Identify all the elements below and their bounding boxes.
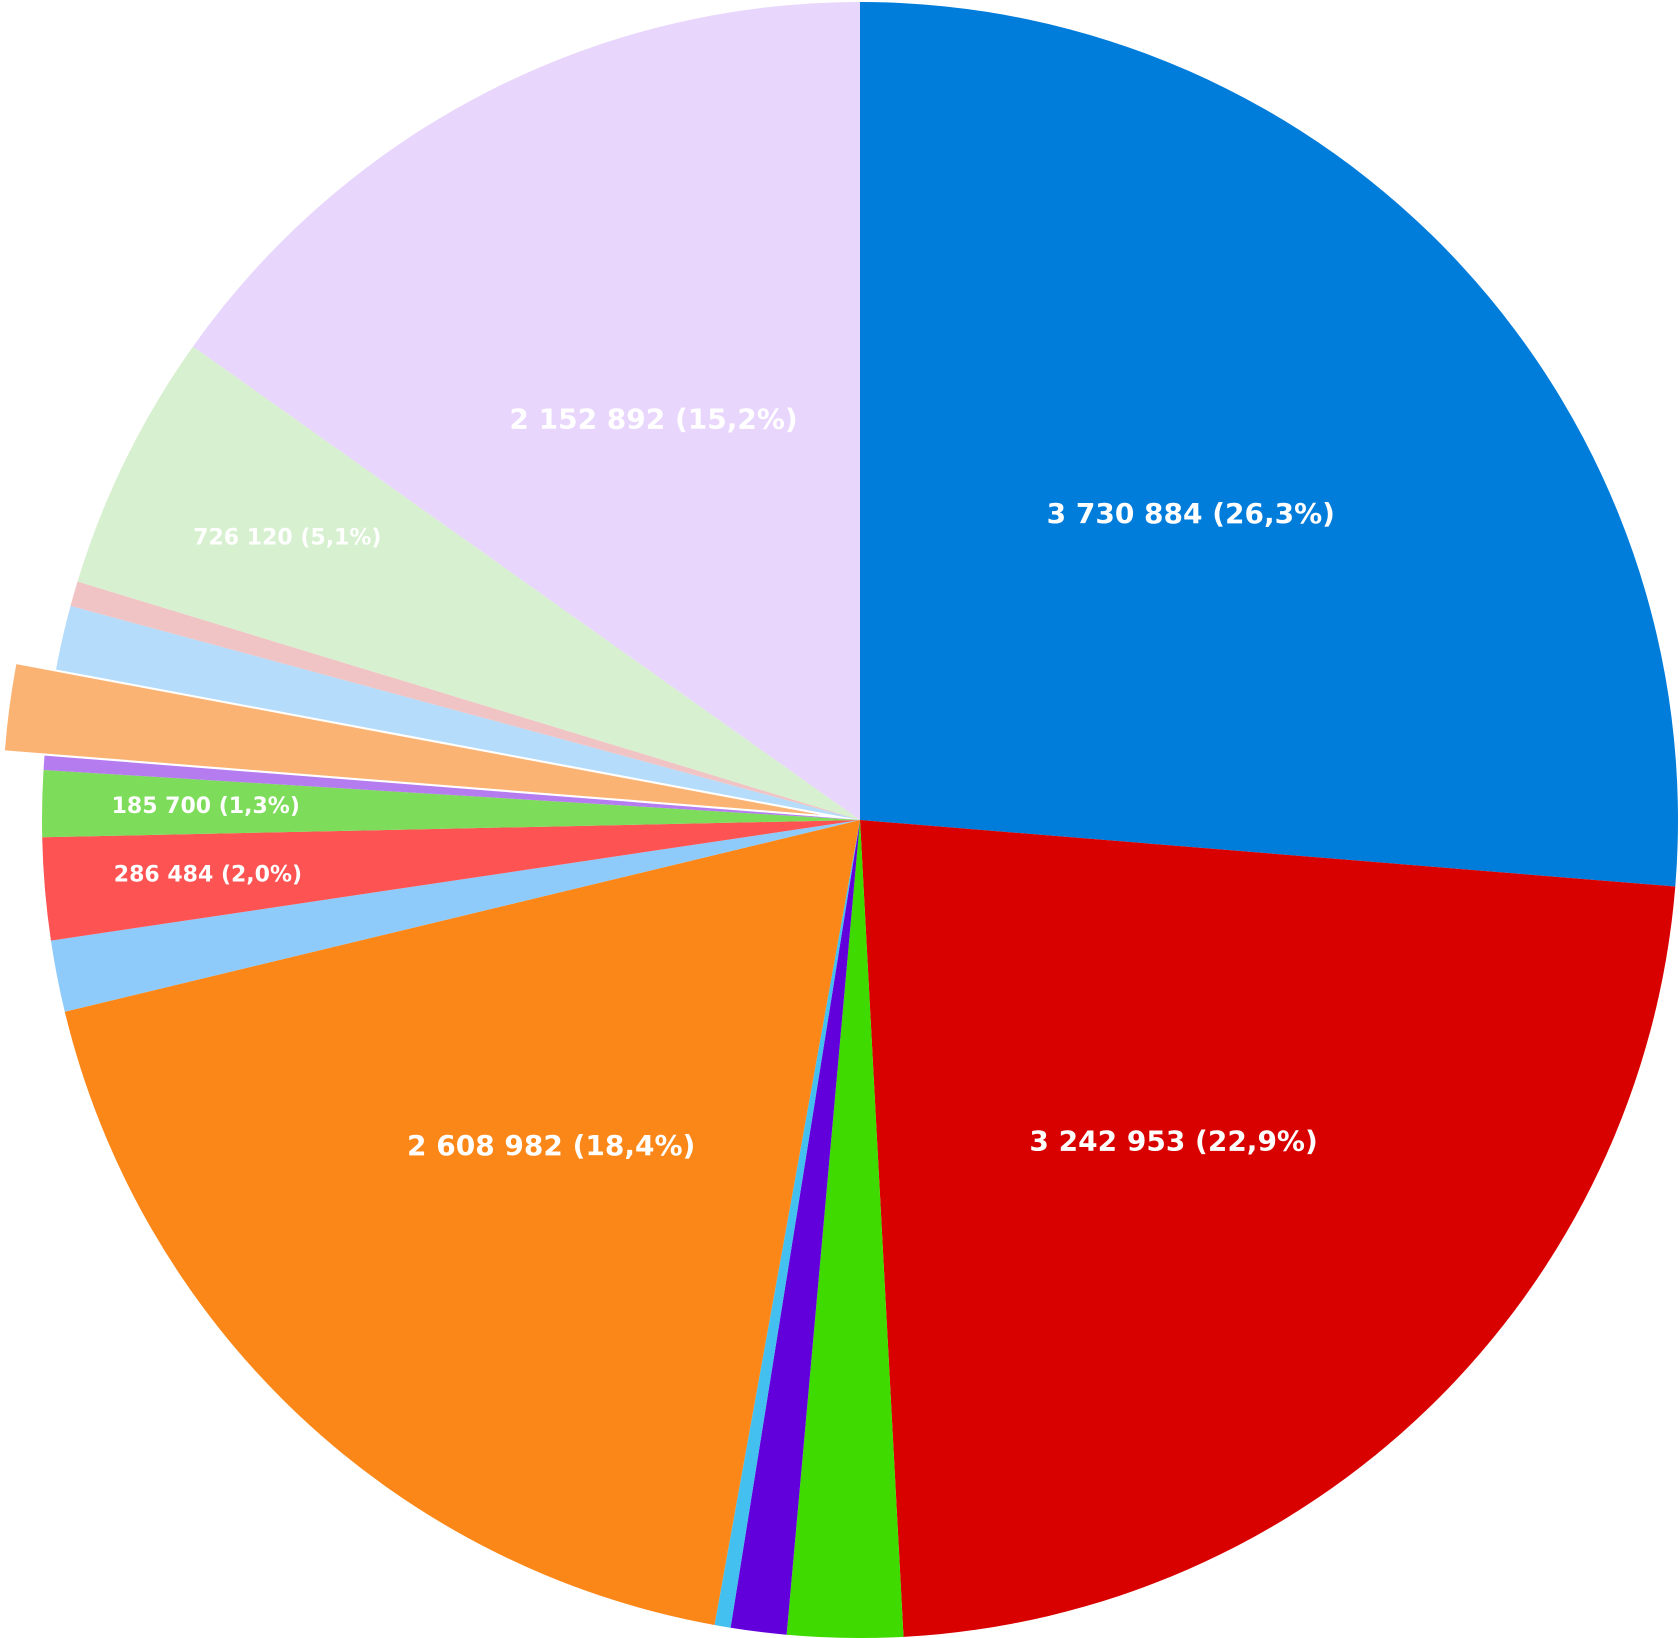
pie-slice — [55, 605, 861, 820]
slice-label: 286 484 (2,0%) — [114, 862, 302, 887]
pie-slice — [42, 770, 861, 838]
pie-slice — [42, 820, 861, 941]
pie-slice — [50, 820, 861, 1012]
pie-slice — [77, 346, 860, 820]
pie-slice — [786, 820, 904, 1638]
pie-slice — [64, 820, 860, 1625]
pie-slice — [4, 664, 821, 815]
slice-label: 2 152 892 (15,2%) — [509, 402, 797, 435]
slice-label: 185 700 (1,3%) — [112, 794, 300, 819]
slice-label: 3 730 884 (26,3%) — [1047, 497, 1335, 530]
pie-slice — [70, 581, 861, 820]
pie-slice — [730, 820, 860, 1635]
pie-slice — [860, 2, 1678, 887]
slice-label: 3 242 953 (22,9%) — [1029, 1125, 1317, 1158]
pie-slice — [43, 755, 860, 820]
pie-slice — [193, 2, 860, 820]
pie-slice — [860, 820, 1676, 1637]
pie-slice — [714, 820, 860, 1628]
slice-label: 726 120 (5,1%) — [193, 526, 381, 551]
slice-label: 2 608 982 (18,4%) — [407, 1129, 695, 1162]
